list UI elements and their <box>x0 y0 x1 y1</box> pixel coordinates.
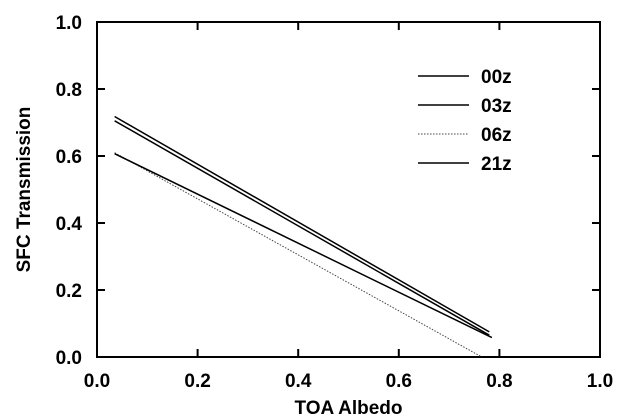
x-tick-label: 0.8 <box>486 371 512 392</box>
plot-frame <box>96 21 601 358</box>
series-line-06z <box>114 152 483 358</box>
x-tick-label: 1.0 <box>587 371 613 392</box>
series-lines <box>114 115 493 358</box>
y-axis-title: SFC Transmission <box>14 107 35 273</box>
legend: 00z 03z 06z 21z <box>418 67 512 175</box>
series-line-03z <box>114 120 490 336</box>
series-line-00z <box>114 115 490 333</box>
legend-label-21z: 21z <box>481 154 512 175</box>
legend-label-03z: 03z <box>481 96 512 117</box>
series-line-21z <box>114 153 493 339</box>
x-tick-label: 0.6 <box>386 371 412 392</box>
plot-area <box>96 21 601 358</box>
y-tick-label: 0.4 <box>56 214 83 235</box>
legend-label-06z: 06z <box>481 125 512 146</box>
y-tick-label: 0.8 <box>56 80 82 101</box>
y-tick-label: 0.2 <box>56 281 82 302</box>
axis-ticks: 0.0 0.2 0.4 0.6 0.8 1.0 0.0 0.2 0.4 0.6 0.8 1.0 <box>56 13 614 392</box>
y-tick-label: 0.6 <box>56 147 82 168</box>
y-tick-label: 1.0 <box>56 13 82 34</box>
x-tick-label: 0.0 <box>84 371 110 392</box>
legend-label-00z: 00z <box>481 67 512 88</box>
x-axis-title: TOA Albedo <box>294 398 402 419</box>
y-tick-label: 0.0 <box>56 348 82 369</box>
x-tick-label: 0.2 <box>184 371 210 392</box>
x-tick-label: 0.4 <box>285 371 312 392</box>
